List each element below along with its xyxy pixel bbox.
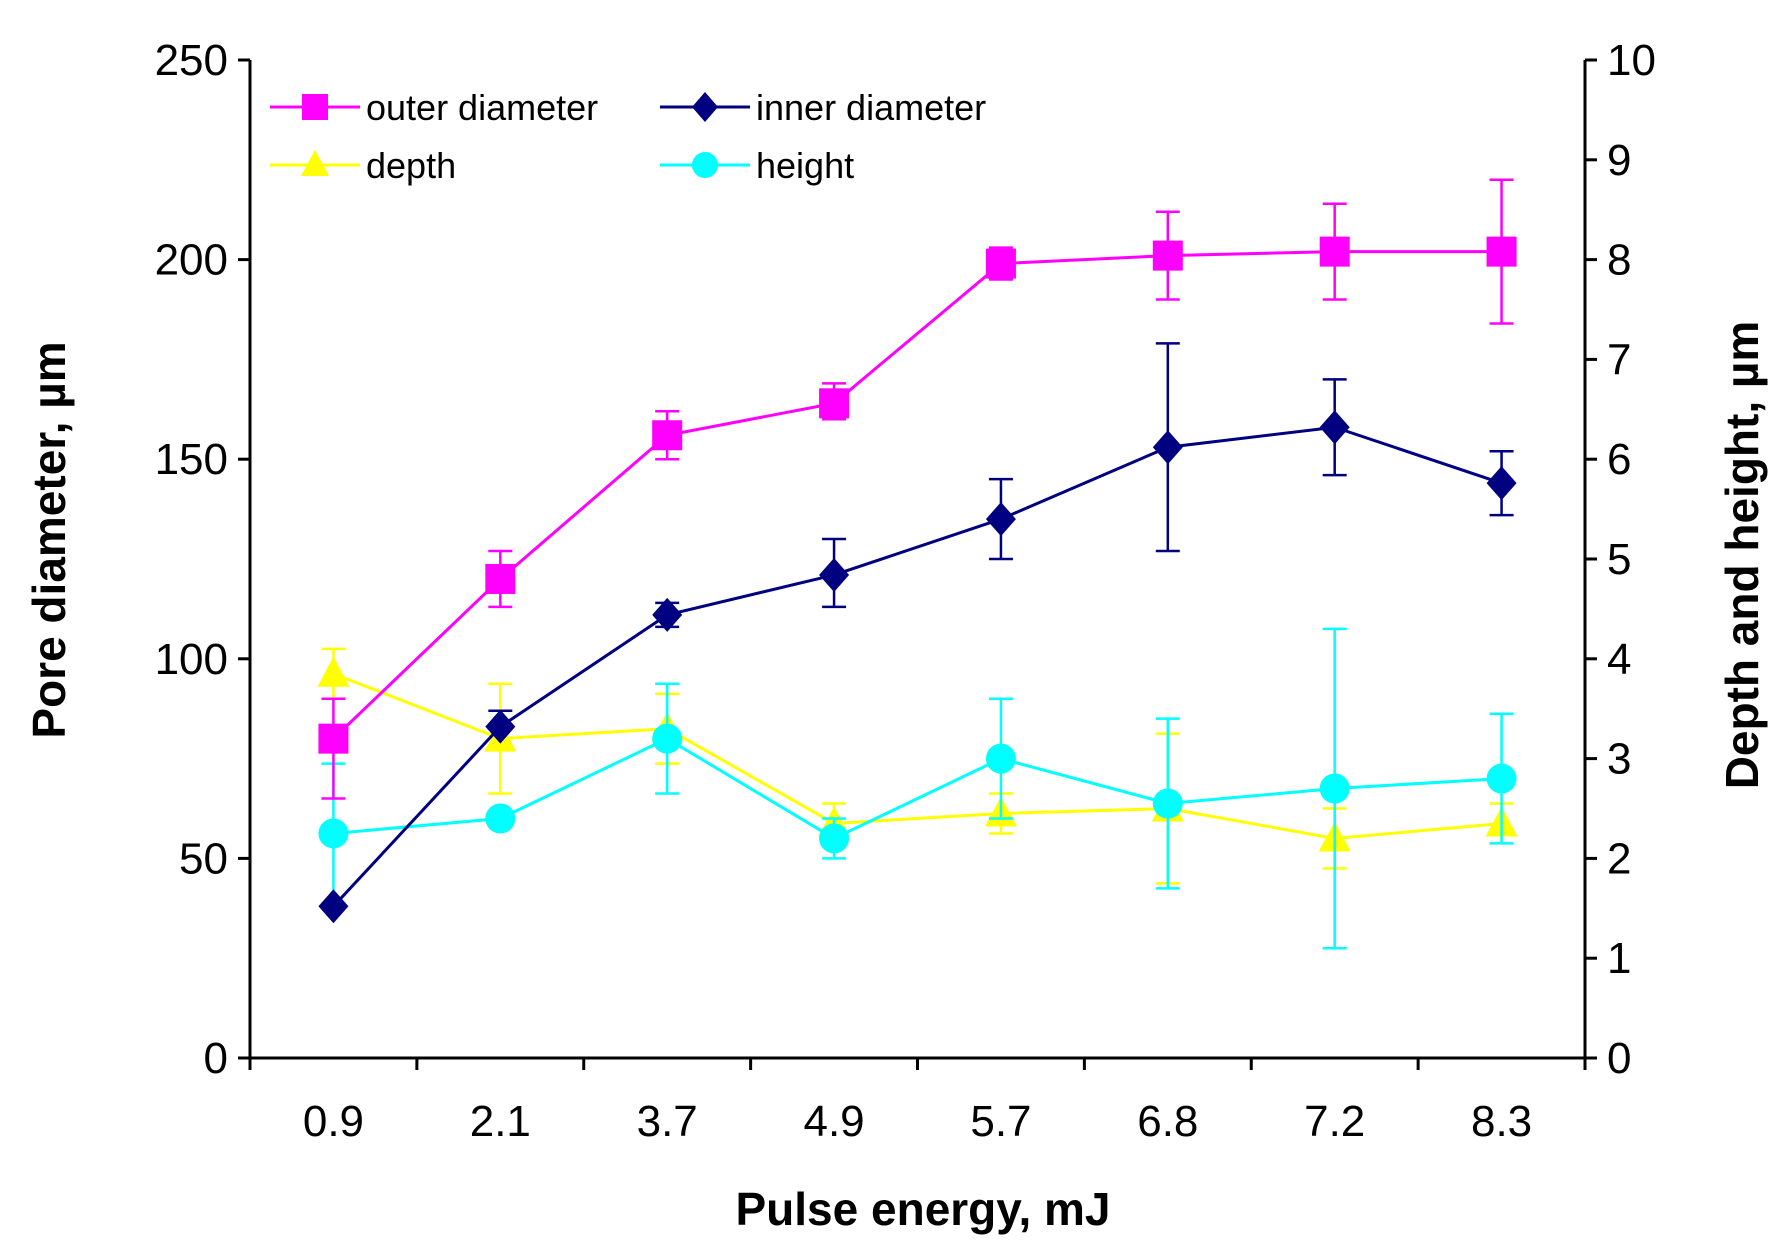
data-point [485, 709, 516, 744]
legend-marker [692, 152, 718, 178]
data-point [1486, 236, 1517, 267]
data-point [318, 889, 349, 924]
data-point [652, 597, 683, 632]
legend-item: inner diameter [660, 87, 986, 128]
y-right-tick-label: 5 [1607, 535, 1631, 584]
data-point [819, 823, 850, 854]
data-point [1486, 466, 1517, 501]
data-point [1319, 236, 1350, 267]
legend-item: depth [270, 145, 456, 186]
data-point [985, 743, 1016, 774]
legend-label: height [756, 145, 854, 186]
data-point [485, 803, 516, 834]
legend-label: depth [366, 145, 456, 186]
data-point [1152, 430, 1183, 465]
data-point [985, 248, 1016, 279]
x-tick-label: 8.3 [1471, 1097, 1532, 1146]
x-tick-label: 7.2 [1304, 1097, 1365, 1146]
y-right-tick-label: 3 [1607, 735, 1631, 784]
data-point [819, 388, 850, 419]
data-point [1319, 410, 1350, 445]
x-tick-label: 3.7 [637, 1097, 698, 1146]
y-right-tick-label: 0 [1607, 1034, 1631, 1083]
y-right-tick-label: 6 [1607, 435, 1631, 484]
y-right-tick-label: 10 [1607, 36, 1656, 85]
legend-item: height [660, 145, 854, 186]
legend-item: outer diameter [270, 87, 598, 128]
x-tick-label: 6.8 [1137, 1097, 1198, 1146]
plot-series [317, 178, 1518, 950]
y-right-tick-label: 8 [1607, 236, 1631, 285]
series-outer-diameter [318, 178, 1517, 800]
series-line [332, 672, 1502, 840]
series-height [318, 627, 1517, 950]
y-left-tick-label: 50 [179, 834, 228, 883]
series-depth [317, 647, 1518, 885]
axes: 0 50 100 150 200 250 0 1 2 3 4 5 6 7 8 9 10 0.9 2.1 3.7 4.9 5… [155, 36, 1656, 1146]
y-left-tick-label: 250 [155, 36, 228, 85]
y-left-tick-label: 150 [155, 435, 228, 484]
legend-marker [692, 92, 718, 122]
legend: outer diameter inner diameter depth height [270, 87, 986, 186]
y-right-tick-label: 1 [1607, 934, 1631, 983]
legend-label: outer diameter [366, 87, 598, 128]
series-inner-diameter [318, 342, 1517, 924]
data-point [985, 502, 1016, 537]
data-point [317, 656, 350, 687]
y-left-tick-label: 200 [155, 236, 228, 285]
data-point [1319, 773, 1350, 804]
data-point [318, 723, 349, 754]
y-right-tick-label: 4 [1607, 635, 1631, 684]
y-right-tick-label: 7 [1607, 335, 1631, 384]
data-point [652, 723, 683, 754]
legend-label: inner diameter [756, 87, 986, 128]
data-point [318, 818, 349, 849]
x-tick-label: 5.7 [970, 1097, 1031, 1146]
x-tick-label: 4.9 [803, 1097, 864, 1146]
series-line [332, 425, 1503, 908]
y-right-tick-label: 2 [1607, 834, 1631, 883]
x-tick-label: 0.9 [303, 1097, 364, 1146]
legend-marker [301, 150, 329, 176]
y-right-tick-label: 9 [1607, 136, 1631, 185]
y-left-tick-label: 100 [155, 635, 228, 684]
data-point [1152, 240, 1183, 271]
y-axis-right-title: Depth and height, µm [1716, 321, 1768, 790]
y-axis-left-title: Pore diameter, µm [23, 341, 75, 738]
y-left-tick-label: 0 [204, 1034, 228, 1083]
legend-marker [302, 94, 328, 120]
data-point [819, 557, 850, 592]
data-point [652, 420, 683, 451]
data-point [485, 563, 516, 594]
series-line [333, 736, 1502, 841]
data-point [1152, 788, 1183, 819]
x-tick-label: 2.1 [470, 1097, 531, 1146]
x-axis-title: Pulse energy, mJ [736, 1183, 1111, 1235]
data-point [1486, 763, 1517, 794]
series-line [332, 250, 1502, 740]
